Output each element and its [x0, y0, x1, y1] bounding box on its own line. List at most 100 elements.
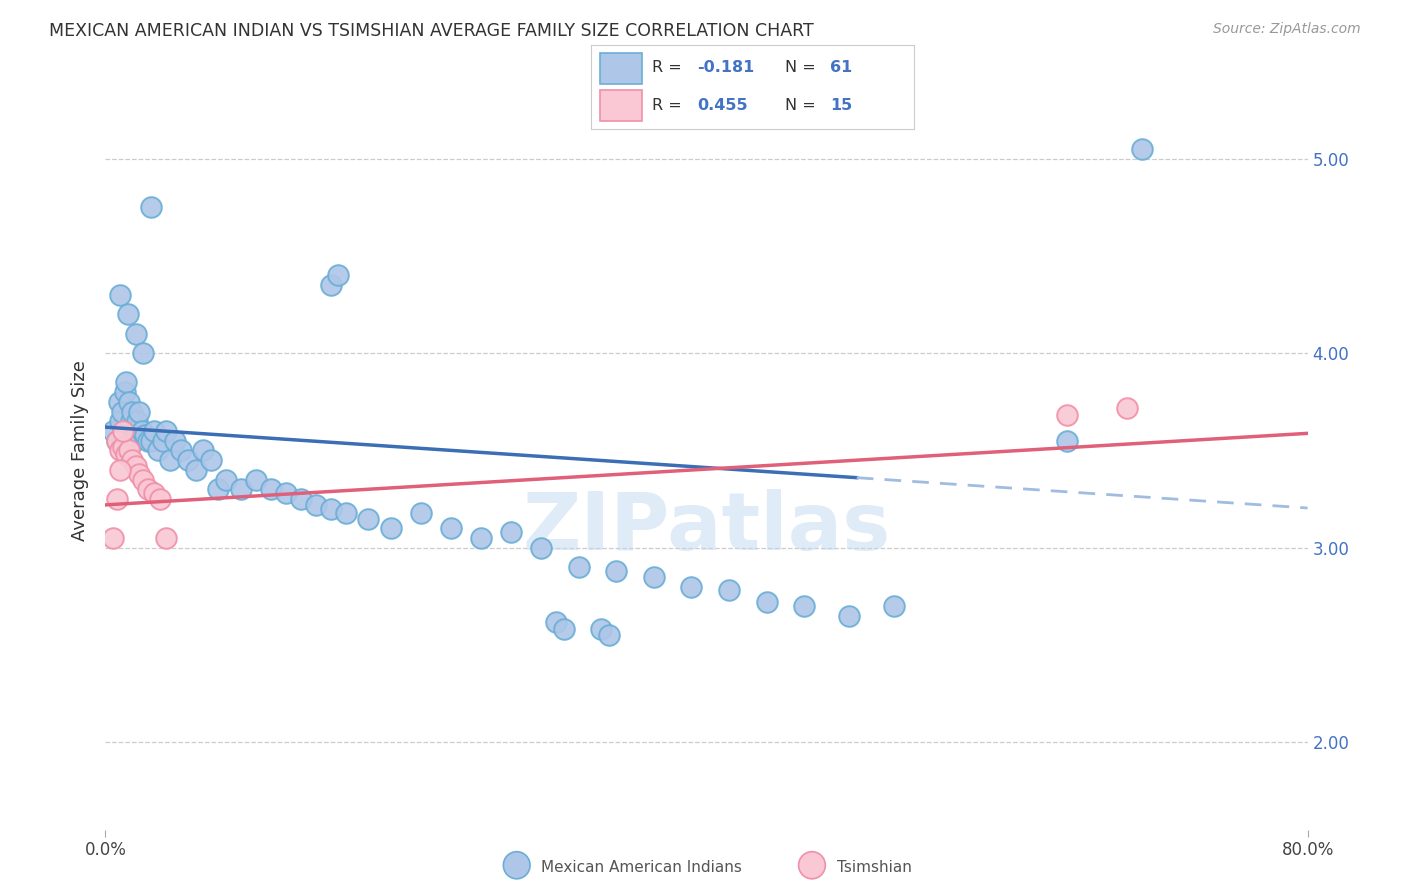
Point	[111, 404, 134, 418]
Point	[107, 434, 129, 448]
Point	[128, 467, 150, 481]
Point	[121, 404, 143, 418]
Text: 0.455: 0.455	[697, 98, 748, 113]
Point	[134, 428, 156, 442]
Point	[146, 443, 169, 458]
Point	[184, 463, 207, 477]
Point	[139, 201, 162, 215]
Circle shape	[503, 852, 530, 879]
Point	[107, 434, 129, 448]
Point	[110, 443, 132, 458]
Point	[155, 424, 177, 438]
Point	[125, 414, 148, 428]
Point	[200, 453, 222, 467]
Point	[546, 615, 568, 629]
Text: R =: R =	[652, 98, 688, 113]
Text: 61: 61	[830, 60, 852, 75]
Point	[530, 541, 553, 555]
Point	[155, 531, 177, 545]
Text: ZIPatlas: ZIPatlas	[523, 489, 890, 567]
Point	[357, 511, 380, 525]
Point	[107, 491, 129, 506]
Point	[409, 506, 432, 520]
Point	[112, 440, 135, 454]
Point	[1130, 142, 1153, 156]
Point	[793, 599, 815, 613]
Point	[163, 434, 186, 448]
Point	[1116, 401, 1139, 415]
Point	[124, 424, 146, 438]
Point	[148, 491, 170, 506]
Point	[136, 434, 159, 448]
Point	[440, 521, 463, 535]
Text: N =: N =	[785, 60, 821, 75]
Point	[122, 434, 145, 448]
Point	[112, 424, 135, 438]
Point	[591, 623, 613, 637]
Point	[229, 483, 252, 497]
Point	[131, 424, 153, 438]
Text: Mexican American Indians: Mexican American Indians	[541, 860, 742, 874]
Point	[115, 376, 138, 390]
Point	[110, 288, 132, 302]
Point	[132, 473, 155, 487]
Point	[260, 483, 283, 497]
Point	[290, 491, 312, 506]
Point	[643, 570, 665, 584]
Point	[883, 599, 905, 613]
Point	[838, 608, 860, 623]
Point	[598, 628, 620, 642]
Point	[115, 447, 138, 461]
Point	[159, 453, 181, 467]
Point	[124, 326, 146, 341]
Text: N =: N =	[785, 98, 821, 113]
Point	[274, 486, 297, 500]
Point	[118, 395, 141, 409]
Bar	[600, 54, 643, 84]
Point	[117, 424, 139, 438]
Point	[152, 434, 174, 448]
Text: R =: R =	[652, 60, 688, 75]
Circle shape	[799, 852, 825, 879]
Point	[305, 498, 328, 512]
Point	[568, 560, 591, 574]
Point	[136, 483, 159, 497]
Bar	[600, 90, 643, 120]
Point	[191, 443, 214, 458]
Point	[108, 395, 131, 409]
Point	[142, 486, 165, 500]
Point	[1056, 409, 1078, 423]
Text: Source: ZipAtlas.com: Source: ZipAtlas.com	[1213, 22, 1361, 37]
Point	[1056, 434, 1078, 448]
Point	[117, 307, 139, 321]
Text: 15: 15	[830, 98, 852, 113]
Point	[718, 583, 741, 598]
Point	[132, 346, 155, 360]
Point	[605, 564, 627, 578]
Point	[245, 473, 267, 487]
Point	[380, 521, 402, 535]
Point	[139, 434, 162, 448]
Point	[114, 385, 136, 400]
Point	[124, 458, 146, 473]
Text: MEXICAN AMERICAN INDIAN VS TSIMSHIAN AVERAGE FAMILY SIZE CORRELATION CHART: MEXICAN AMERICAN INDIAN VS TSIMSHIAN AVE…	[49, 22, 814, 40]
Text: -0.181: -0.181	[697, 60, 755, 75]
Point	[214, 473, 236, 487]
Point	[110, 463, 132, 477]
Point	[121, 453, 143, 467]
Point	[681, 580, 703, 594]
Text: Tsimshian: Tsimshian	[837, 860, 911, 874]
Point	[319, 501, 342, 516]
Point	[755, 595, 778, 609]
Point	[142, 424, 165, 438]
Point	[101, 531, 124, 545]
Point	[110, 414, 132, 428]
Point	[169, 443, 191, 458]
Point	[120, 414, 142, 428]
Point	[101, 424, 124, 438]
Point	[112, 434, 135, 448]
Point	[553, 623, 575, 637]
Point	[319, 278, 342, 293]
Point	[207, 483, 229, 497]
Point	[470, 531, 492, 545]
